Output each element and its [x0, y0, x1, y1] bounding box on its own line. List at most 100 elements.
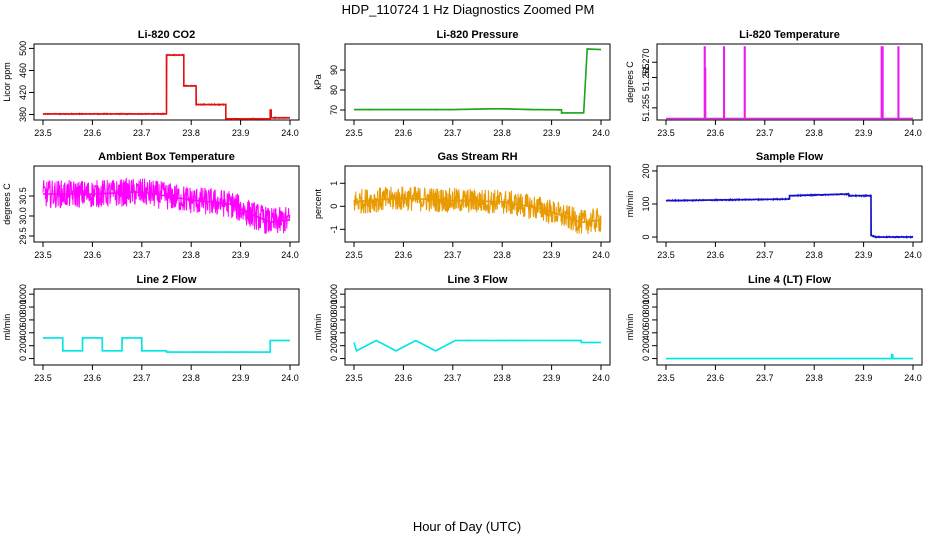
panel-5: Gas Stream RH percent 23.5 23.6 23.7 23.8 23.9… — [313, 151, 611, 260]
y-axis-label: degrees C — [625, 61, 635, 103]
x-tick-label: 23.9 — [232, 128, 250, 138]
x-tick-label: 23.7 — [444, 373, 462, 383]
y-axis-label: Licor ppm — [2, 62, 12, 102]
x-tick-label: 23.7 — [133, 128, 151, 138]
y-tick-label: 30.0 — [18, 207, 28, 225]
y-axis-label: ml/min — [625, 191, 635, 218]
x-tick-label: 23.7 — [444, 250, 462, 260]
series-line-noise — [42, 177, 291, 234]
y-tick-label: 200 — [641, 338, 651, 353]
x-tick-label: 23.9 — [543, 373, 561, 383]
x-tick-label: 23.6 — [395, 128, 413, 138]
x-tick-label: 23.7 — [756, 373, 774, 383]
x-tick-label: 23.9 — [543, 250, 561, 260]
x-tick-label: 23.5 — [34, 373, 52, 383]
panel-title: Line 3 Flow — [448, 274, 508, 286]
x-tick-label: 24.0 — [592, 373, 610, 383]
y-axis-label: degrees C — [2, 183, 12, 225]
y-axis-label: percent — [313, 188, 323, 219]
y-tick-label: 800 — [641, 300, 651, 315]
x-tick-label: 24.0 — [281, 250, 299, 260]
x-tick-label: 23.9 — [855, 128, 873, 138]
plot-frame — [656, 288, 923, 366]
plot-frame — [33, 288, 300, 366]
y-tick-label: 1000 — [641, 284, 651, 304]
x-tick-label: 23.5 — [657, 373, 675, 383]
x-tick-label: 23.6 — [707, 250, 725, 260]
y-tick-label: 0 — [329, 356, 339, 361]
x-tick-label: 23.5 — [34, 250, 52, 260]
panels: Li-820 CO2 Licor ppm 23.5 23.6 23.7 23.8 23.9 2… — [2, 29, 923, 383]
x-tick-label: 23.9 — [543, 128, 561, 138]
y-axis-label: ml/min — [313, 314, 323, 341]
y-tick-label: 0 — [641, 235, 651, 240]
x-tick-label: 23.8 — [805, 373, 823, 383]
series-line — [43, 54, 290, 120]
x-tick-label: 23.8 — [493, 128, 511, 138]
x-tick-label: 23.7 — [444, 128, 462, 138]
y-tick-label: 600 — [641, 312, 651, 327]
y-tick-label: 1000 — [329, 284, 339, 304]
x-tick-label: 23.5 — [34, 128, 52, 138]
x-tick-label: 23.8 — [805, 128, 823, 138]
x-tick-label: 24.0 — [281, 373, 299, 383]
y-tick-label: 30.5 — [18, 187, 28, 205]
series-line — [666, 46, 913, 120]
y-axis-label: ml/min — [625, 314, 635, 341]
plot-frame — [344, 43, 611, 121]
series-line — [353, 339, 601, 352]
y-tick-label: 0 — [641, 356, 651, 361]
x-tick-label: 23.9 — [232, 373, 250, 383]
panel-title: Line 2 Flow — [137, 274, 197, 286]
y-tick-label: 70 — [329, 105, 339, 115]
panel-9: Line 4 (LT) Flow ml/min 23.5 23.6 23.7 23.8 23… — [625, 274, 923, 383]
y-tick-label: 500 — [18, 41, 28, 56]
y-tick-label: 400 — [18, 325, 28, 340]
panel-7: Line 2 Flow ml/min 23.5 23.6 23.7 23.8 23.9 24.… — [2, 274, 300, 383]
plot-frame — [344, 288, 611, 366]
panel-8: Line 3 Flow ml/min 23.5 23.6 23.7 23.8 23.9 24.… — [313, 274, 611, 383]
x-tick-label: 23.9 — [855, 250, 873, 260]
y-tick-label: 0 — [18, 356, 28, 361]
y-tick-label: 1000 — [18, 284, 28, 304]
panel-6: Sample Flow ml/min 23.5 23.6 23.7 23.8 23.9 24.… — [625, 151, 923, 260]
x-tick-label: 23.7 — [133, 250, 151, 260]
y-tick-label: 51.270 — [641, 48, 651, 76]
panel-title: Li-820 Temperature — [739, 29, 840, 41]
y-tick-label: 420 — [18, 85, 28, 100]
x-tick-label: 23.6 — [707, 128, 725, 138]
panel-title: Gas Stream RH — [437, 151, 517, 163]
x-tick-label: 23.6 — [707, 373, 725, 383]
x-tick-label: 23.6 — [395, 250, 413, 260]
x-tick-label: 23.9 — [232, 250, 250, 260]
y-axis-label: kPa — [313, 74, 323, 90]
y-tick-label: 200 — [641, 163, 651, 178]
x-tick-label: 23.7 — [756, 128, 774, 138]
series-line — [43, 191, 291, 223]
series-line — [354, 48, 602, 114]
x-tick-label: 23.7 — [133, 373, 151, 383]
y-tick-label: 800 — [329, 300, 339, 315]
y-tick-label: 29.5 — [18, 227, 28, 245]
panel-title: Line 4 (LT) Flow — [748, 274, 831, 286]
x-tick-label: 23.8 — [493, 373, 511, 383]
panel-title: Ambient Box Temperature — [98, 151, 235, 163]
y-tick-label: 51.265 — [641, 64, 651, 92]
x-tick-label: 23.6 — [84, 373, 102, 383]
x-tick-label: 23.6 — [84, 128, 102, 138]
plot-frame — [33, 165, 300, 243]
y-tick-label: 800 — [18, 300, 28, 315]
y-tick-label: 400 — [329, 325, 339, 340]
y-tick-label: 200 — [329, 338, 339, 353]
y-tick-label: -1 — [329, 225, 339, 233]
x-tick-label: 23.5 — [657, 250, 675, 260]
panel-1: Li-820 CO2 Licor ppm 23.5 23.6 23.7 23.8 23.9 2… — [2, 29, 300, 138]
y-tick-label: 380 — [18, 107, 28, 122]
plot-frame — [344, 165, 611, 243]
series-line-noise — [354, 47, 602, 115]
figure-title: HDP_110724 1 Hz Diagnostics Zoomed PM — [342, 2, 595, 17]
x-tick-label: 23.6 — [395, 373, 413, 383]
y-tick-label: 100 — [641, 196, 651, 211]
x-tick-label: 23.5 — [345, 373, 363, 383]
x-tick-label: 23.8 — [805, 250, 823, 260]
